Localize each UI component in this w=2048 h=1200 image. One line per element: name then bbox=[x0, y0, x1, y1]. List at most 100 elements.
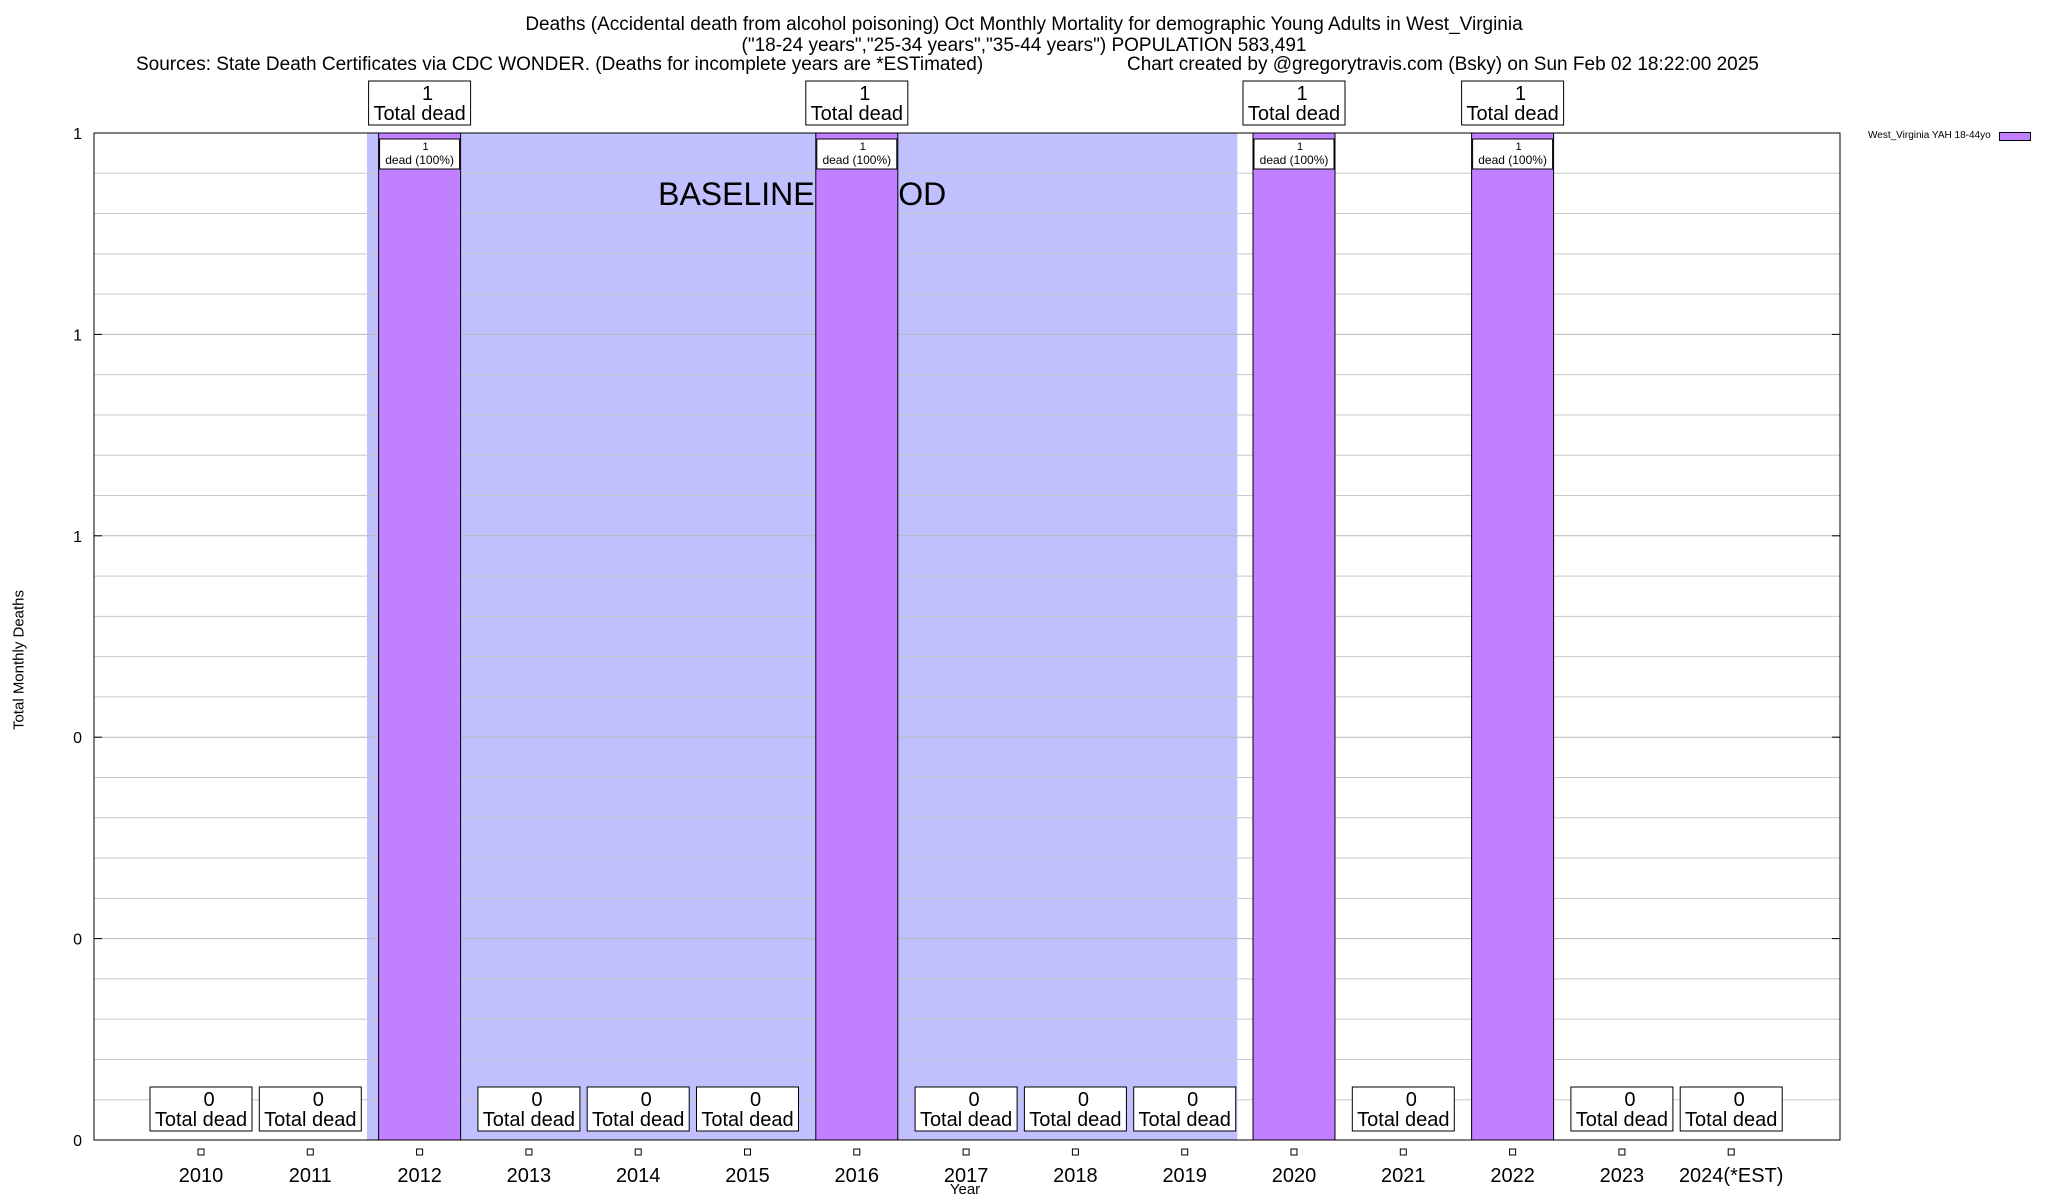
total-label-text: Total dead bbox=[592, 1109, 684, 1131]
x-tick-label: 2013 bbox=[507, 1165, 552, 1187]
x-tick-marker bbox=[416, 1148, 424, 1156]
axes: 2010 2011 2012 2013 2014 2015 2016 2017 2018 2019… bbox=[73, 126, 1841, 1187]
chart-subtitle: ("18-24 years","25-34 years","35-44 year… bbox=[741, 35, 1307, 56]
x-tick-marker bbox=[525, 1148, 533, 1156]
inner-label-text: dead (100%) bbox=[1478, 153, 1547, 167]
x-tick-marker bbox=[962, 1148, 970, 1156]
y-axis-label: Total Monthly Deaths bbox=[10, 589, 28, 731]
inner-label-box bbox=[379, 138, 461, 170]
x-tick-marker bbox=[1181, 1148, 1189, 1156]
x-tick-marker bbox=[1618, 1148, 1626, 1156]
x-tick-marker bbox=[197, 1148, 205, 1156]
total-label-box bbox=[1023, 1086, 1127, 1132]
x-tick-label: 2012 bbox=[397, 1165, 442, 1187]
bar bbox=[378, 132, 462, 1141]
bar bbox=[815, 132, 899, 1141]
x-tick-label: 2018 bbox=[1053, 1165, 1098, 1187]
total-label-value: 0 bbox=[969, 1089, 980, 1111]
y-tick-label: 1 bbox=[73, 126, 82, 143]
inner-label-value: 1 bbox=[860, 141, 866, 153]
x-tick-marker bbox=[1071, 1148, 1079, 1156]
chart-credit: Chart created by @gregorytravis.com (Bsk… bbox=[1127, 54, 1759, 75]
total-label-box bbox=[696, 1086, 799, 1132]
total-label-text: Total dead bbox=[1248, 103, 1340, 125]
total-label-value: 1 bbox=[1515, 83, 1526, 105]
x-tick-marker bbox=[634, 1148, 642, 1156]
bar bbox=[1252, 132, 1336, 1141]
inner-label-value: 1 bbox=[423, 141, 429, 153]
total-label-text: Total dead bbox=[701, 1109, 793, 1131]
total-label-box bbox=[586, 1086, 690, 1132]
total-label-box bbox=[368, 80, 472, 126]
x-axis-label: Year bbox=[949, 1181, 981, 1198]
total-label-box bbox=[258, 1086, 362, 1132]
total-label-value: 0 bbox=[1078, 1089, 1089, 1111]
bar bbox=[1471, 132, 1555, 1141]
baseline-annotation: BASELINE PERIOD bbox=[658, 176, 946, 212]
total-label-value: 0 bbox=[1734, 1089, 1745, 1111]
x-tick-label: 2017 bbox=[944, 1165, 989, 1187]
total-label-value: 0 bbox=[750, 1089, 761, 1111]
x-tick-label: 2024(*EST) bbox=[1679, 1165, 1784, 1187]
total-label-text: Total dead bbox=[264, 1109, 356, 1131]
x-tick-marker bbox=[1290, 1148, 1298, 1156]
total-label-text: Total dead bbox=[1685, 1109, 1777, 1131]
x-tick-marker bbox=[1399, 1148, 1407, 1156]
total-label-value: 0 bbox=[203, 1089, 214, 1111]
inner-label-box bbox=[1253, 138, 1335, 170]
x-tick-marker bbox=[306, 1148, 314, 1156]
total-label-text: Total dead bbox=[1357, 1109, 1449, 1131]
x-tick-label: 2020 bbox=[1272, 1165, 1317, 1187]
inner-label-value: 1 bbox=[1297, 141, 1303, 153]
total-label-value: 0 bbox=[1624, 1089, 1635, 1111]
total-label-text: Total dead bbox=[1576, 1109, 1668, 1131]
x-tick-marker bbox=[744, 1148, 751, 1156]
x-tick-marker bbox=[1509, 1148, 1517, 1156]
total-label-box bbox=[149, 1086, 253, 1132]
total-label-value: 1 bbox=[422, 83, 433, 105]
inner-label-value: 1 bbox=[1516, 141, 1522, 153]
total-label-value: 1 bbox=[1296, 83, 1307, 105]
total-label-value: 0 bbox=[641, 1089, 652, 1111]
total-label-text: Total dead bbox=[920, 1109, 1012, 1131]
total-label-value: 0 bbox=[531, 1089, 542, 1111]
legend-swatch bbox=[1998, 131, 2031, 141]
total-label-text: Total dead bbox=[1139, 1109, 1231, 1131]
inner-label-text: dead (100%) bbox=[385, 153, 454, 167]
y-tick-label: 1 bbox=[73, 327, 82, 344]
y-tick-label: 1 bbox=[73, 529, 82, 546]
total-label-text: Total dead bbox=[155, 1109, 247, 1131]
x-tick-marker bbox=[1727, 1148, 1735, 1156]
total-label-value: 1 bbox=[859, 83, 870, 105]
total-label-box bbox=[477, 1086, 581, 1132]
total-label-box bbox=[1242, 80, 1346, 126]
total-label-box bbox=[1679, 1086, 1783, 1132]
total-label-text: Total dead bbox=[1029, 1109, 1121, 1131]
x-tick-label: 2019 bbox=[1162, 1165, 1207, 1187]
total-label-text: Total dead bbox=[373, 103, 465, 125]
x-tick-label: 2023 bbox=[1600, 1165, 1645, 1187]
total-label-box bbox=[1133, 1086, 1237, 1132]
y-tick-label: 0 bbox=[73, 730, 82, 747]
total-label-text: Total dead bbox=[811, 103, 903, 125]
baseline-region: BASELINE PERIOD bbox=[366, 133, 1238, 1140]
total-label-box bbox=[805, 80, 909, 126]
legend: West_Virginia YAH 18-44yo bbox=[1868, 130, 2031, 142]
total-label-box bbox=[1570, 1086, 1674, 1132]
chart-title: Deaths (Accidental death from alcohol po… bbox=[525, 14, 1523, 35]
x-tick-label: 2021 bbox=[1381, 1165, 1426, 1187]
total-label-box bbox=[914, 1086, 1018, 1132]
x-tick-label: 2016 bbox=[835, 1165, 880, 1187]
total-label-value: 0 bbox=[313, 1089, 324, 1111]
inner-label-box bbox=[816, 138, 898, 170]
total-label-text: Total dead bbox=[1466, 103, 1558, 125]
x-tick-label: 2010 bbox=[179, 1165, 224, 1187]
total-label-box bbox=[1351, 1086, 1455, 1132]
total-label-value: 0 bbox=[1187, 1089, 1198, 1111]
y-tick-label: 0 bbox=[73, 1133, 82, 1150]
legend-label: West_Virginia YAH 18-44yo bbox=[1868, 130, 1991, 141]
total-label-text: Total dead bbox=[483, 1109, 575, 1131]
x-tick-marker bbox=[853, 1148, 861, 1156]
